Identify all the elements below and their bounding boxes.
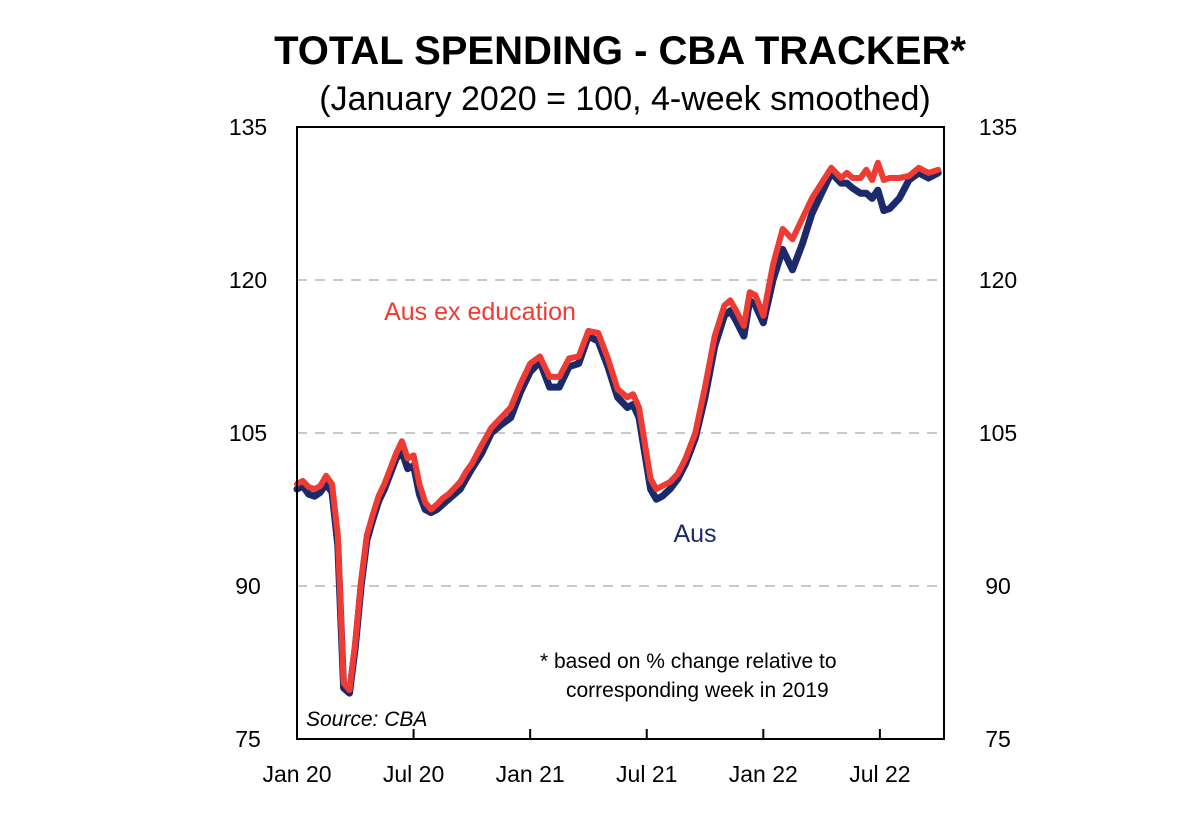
series-lines [293, 159, 942, 697]
y-tick-label-right: 75 [985, 726, 1011, 752]
y-tick-label-left: 105 [229, 420, 267, 446]
x-tick-label: Jan 20 [262, 761, 331, 787]
axis-ticks: Jan 20 Jul 20 Jan 21 Jul 21 Jan 22 Jul 22 135 1… [229, 114, 1017, 787]
y-tick-label-right: 120 [979, 267, 1017, 293]
x-tick-label: Jan 21 [496, 761, 565, 787]
y-tick-label-right: 90 [985, 573, 1011, 599]
plot-frame [296, 126, 945, 740]
footnote-line-2: corresponding week in 2019 [566, 679, 829, 702]
y-tick-label-left: 135 [229, 114, 267, 140]
y-tick-label-right: 135 [979, 114, 1017, 140]
series-line-aus-ex-education [294, 159, 942, 693]
footnote-line-1: * based on % change relative to [540, 650, 837, 673]
chart-title: TOTAL SPENDING - CBA TRACKER* [274, 29, 966, 73]
x-tick-label: Jul 21 [616, 761, 677, 787]
chart-subtitle: (January 2020 = 100, 4-week smoothed) [319, 80, 930, 118]
source-label: Source: CBA [306, 708, 427, 731]
series-label-aus-ex-education: Aus ex education [384, 298, 576, 326]
y-tick-label-left: 120 [229, 267, 267, 293]
series-label-aus: Aus [673, 520, 716, 548]
y-tick-label-left: 75 [235, 726, 261, 752]
y-tick-label-left: 90 [235, 573, 261, 599]
y-tick-label-right: 105 [979, 420, 1017, 446]
x-tick-label: Jul 20 [383, 761, 444, 787]
x-tick-label: Jan 22 [729, 761, 798, 787]
x-tick-label: Jul 22 [849, 761, 910, 787]
